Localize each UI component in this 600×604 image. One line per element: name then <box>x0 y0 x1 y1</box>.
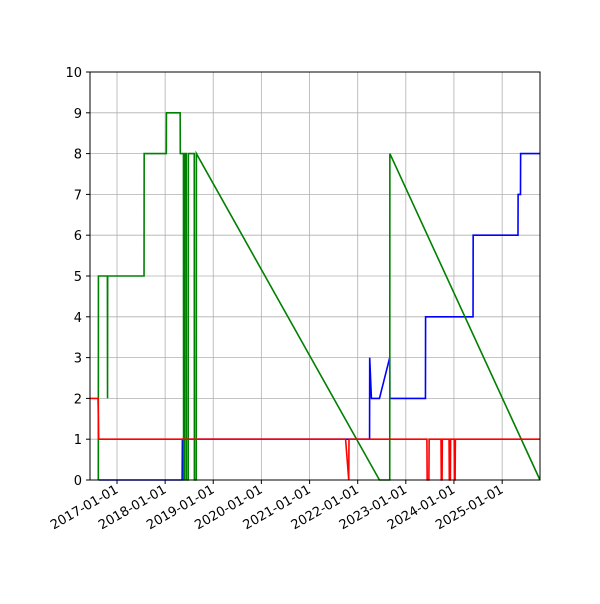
y-tick-label: 9 <box>74 107 82 122</box>
y-tick-label: 7 <box>74 188 82 203</box>
y-tick-label: 6 <box>74 229 82 244</box>
plot-frame <box>89 71 541 481</box>
y-tick-label: 1 <box>74 433 82 448</box>
y-tick-label: 4 <box>74 311 82 326</box>
data-line <box>90 397 540 481</box>
y-tick-label: 0 <box>74 474 82 489</box>
y-tick-label: 10 <box>65 66 82 81</box>
y-tick-label: 8 <box>74 148 82 163</box>
y-tick-label: 2 <box>74 392 82 407</box>
y-tick-label: 5 <box>74 270 82 285</box>
y-tick-label: 3 <box>74 352 82 367</box>
